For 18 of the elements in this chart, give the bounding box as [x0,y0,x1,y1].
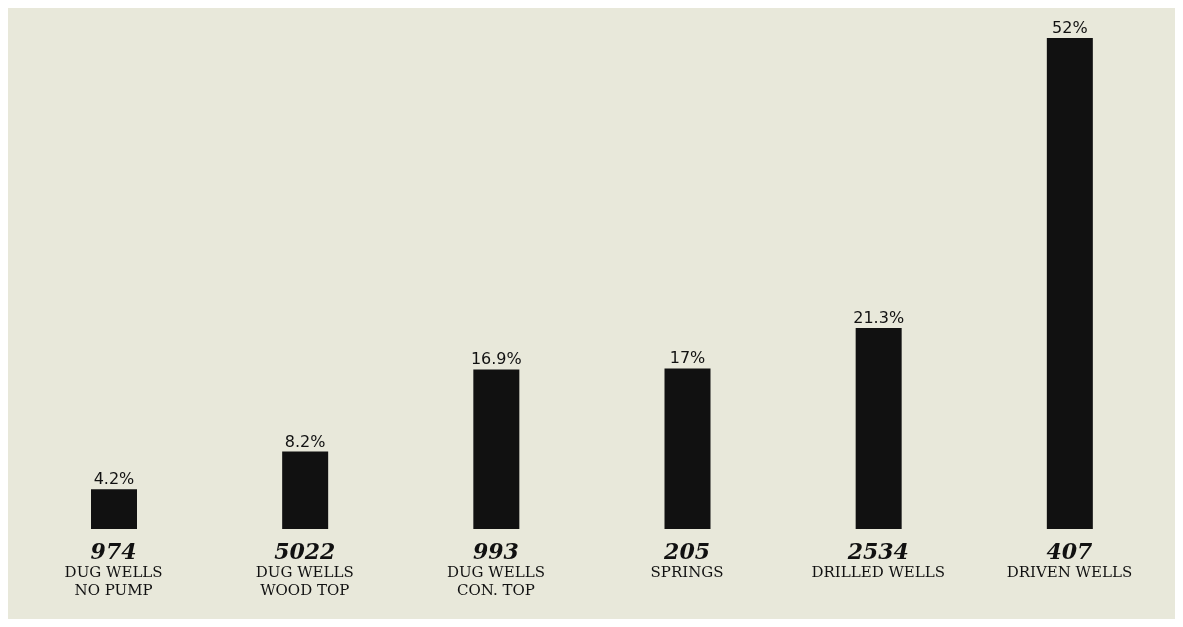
data-label: 17% [669,348,706,368]
data-label: 52% [1052,18,1088,37]
x-tick-label: 2534 DRILLED WELLS [811,538,945,581]
bar [664,368,711,529]
bar [473,369,520,529]
x-tick-label: 205 SPRINGS [650,538,724,581]
bar [855,327,902,529]
x-tick-label: 993 DUG WELLS CON. TOP [446,538,545,599]
x-tick-label: 974 DUG WELLS NO PUMP [64,538,163,599]
data-label: 4.2% [93,469,135,489]
bar [1046,38,1093,529]
bar [91,489,137,529]
data-label: 21.3% [853,307,905,327]
bar [282,451,329,529]
data-label: 16.9% [470,349,522,369]
x-tick-label: 407 DRIVEN WELLS [1006,538,1133,581]
x-tick-label: 5022 DUG WELLS WOOD TOP [255,538,354,599]
data-label: 8.2% [284,431,326,451]
